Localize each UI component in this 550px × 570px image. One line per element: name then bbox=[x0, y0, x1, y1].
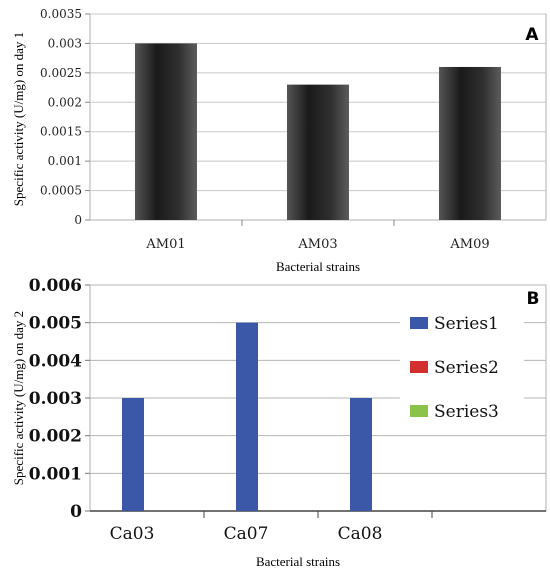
bars-a bbox=[135, 43, 501, 220]
panel-a: 0 0.0005 0.001 0.0015 0.002 0.0025 0.003 0.0035… bbox=[11, 7, 547, 274]
y-tick-label: 0 bbox=[70, 502, 82, 522]
bar bbox=[350, 398, 372, 511]
y-axis-label-a: Specific activity (U/mg) on day 1 bbox=[11, 32, 26, 206]
x-tick-label: Ca03 bbox=[110, 524, 155, 544]
x-tick-label: AM03 bbox=[297, 237, 337, 252]
y-axis-label-b: Specific activity (U/mg) on day 2 bbox=[11, 311, 26, 485]
bar bbox=[135, 43, 197, 220]
legend-label: Series2 bbox=[434, 358, 499, 378]
bars-b bbox=[122, 322, 372, 511]
y-tick-label: 0.0015 bbox=[40, 125, 82, 139]
legend-swatch bbox=[410, 317, 428, 329]
legend-label: Series3 bbox=[434, 402, 499, 422]
y-tick-label: 0.005 bbox=[29, 314, 82, 334]
y-tick-label: 0.003 bbox=[48, 36, 82, 50]
bar bbox=[287, 84, 349, 220]
y-tick-labels-b: 0 0.001 0.002 0.003 0.004 0.005 0.006 bbox=[29, 276, 82, 522]
y-tick-label: 0.002 bbox=[29, 427, 82, 447]
y-tick-label: 0.004 bbox=[29, 351, 82, 371]
y-tick-label: 0.001 bbox=[48, 154, 82, 168]
panel-label-a: A bbox=[525, 25, 539, 45]
y-tick-label: 0.006 bbox=[29, 276, 82, 296]
x-tick-labels-a: AM01 AM03 AM09 bbox=[145, 237, 489, 252]
y-tick-label: 0.0025 bbox=[40, 66, 82, 80]
panel-label-b: B bbox=[527, 289, 540, 309]
panel-b: 0 0.001 0.002 0.003 0.004 0.005 0.006 Ca03 Ca07… bbox=[11, 276, 547, 569]
y-tick-label: 0.002 bbox=[48, 95, 82, 109]
bar bbox=[236, 322, 258, 511]
x-tick-label: AM09 bbox=[449, 237, 489, 252]
y-tick-label: 0.0005 bbox=[40, 184, 82, 198]
bar bbox=[439, 66, 501, 220]
x-tick-label: Ca07 bbox=[224, 524, 269, 544]
y-tick-label: 0.0035 bbox=[40, 7, 82, 21]
x-axis-label-b: Bacterial strains bbox=[256, 554, 340, 569]
legend-swatch bbox=[410, 405, 428, 417]
bar bbox=[122, 398, 144, 511]
legend-label: Series1 bbox=[434, 314, 499, 334]
y-tick-label: 0 bbox=[74, 213, 82, 227]
legend-swatch bbox=[410, 361, 428, 373]
x-axis-label-a: Bacterial strains bbox=[276, 259, 360, 274]
y-tick-label: 0.001 bbox=[29, 464, 82, 484]
legend-b: Series1 Series2 Series3 bbox=[400, 305, 524, 435]
y-tick-labels-a: 0 0.0005 0.001 0.0015 0.002 0.0025 0.003 0.0035 bbox=[40, 7, 82, 227]
x-tick-label: Ca08 bbox=[338, 524, 383, 544]
x-tick-label: AM01 bbox=[145, 237, 185, 252]
x-tick-labels-b: Ca03 Ca07 Ca08 bbox=[110, 524, 383, 544]
y-tick-label: 0.003 bbox=[29, 389, 82, 409]
